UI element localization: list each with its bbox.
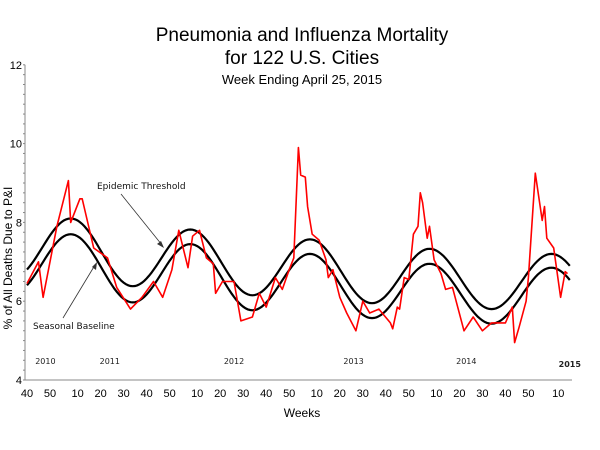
year-label: 2013 xyxy=(343,357,363,366)
epidemic-threshold-label: Epidemic Threshold xyxy=(97,182,186,192)
x-tick-label: 40 xyxy=(140,388,152,400)
epidemic-threshold-line xyxy=(26,217,571,311)
x-tick-label: 30 xyxy=(476,388,488,400)
chart-subtitle: Week Ending April 25, 2015 xyxy=(222,72,382,87)
x-tick-label: 50 xyxy=(403,388,415,400)
seasonal-baseline-label: Seasonal Baseline xyxy=(33,322,115,332)
chart-title: Pneumonia and Influenza Mortality xyxy=(156,25,449,46)
x-tick-label: 40 xyxy=(499,388,511,400)
x-tick-label: 50 xyxy=(283,388,295,400)
x-tick-label: 40 xyxy=(260,388,272,400)
x-tick-label: 10 xyxy=(430,388,442,400)
year-label: 2014 xyxy=(456,357,476,366)
year-label: 2011 xyxy=(100,357,120,366)
x-tick-label: 10 xyxy=(552,388,564,400)
seasonal-baseline-line xyxy=(26,233,571,325)
series-lines xyxy=(26,146,571,344)
arrowhead-icon xyxy=(157,241,164,248)
y-tick-label: 4 xyxy=(16,375,22,387)
year-label: 2010 xyxy=(35,357,55,366)
x-tick-label: 10 xyxy=(71,388,83,400)
x-tick-label: 50 xyxy=(44,388,56,400)
epidemic-threshold-arrow xyxy=(120,193,163,246)
x-axis-label: Weeks xyxy=(284,406,320,420)
x-tick-label: 20 xyxy=(214,388,226,400)
arrowhead-icon xyxy=(92,262,97,270)
x-tick-label: 40 xyxy=(21,388,33,400)
x-tick-label: 20 xyxy=(334,388,346,400)
y-tick-label: 10 xyxy=(10,139,22,151)
x-tick-label: 20 xyxy=(453,388,465,400)
year-labels: 2010 2011 2012 2013 2014 2015 xyxy=(35,357,581,369)
y-tick-label: 12 xyxy=(10,60,22,72)
x-tick-label: 10 xyxy=(311,388,323,400)
x-tick-label: 50 xyxy=(163,388,175,400)
y-tick-label: 8 xyxy=(16,217,22,229)
chart-title-line2: for 122 U.S. Cities xyxy=(225,48,379,69)
x-tick-label: 50 xyxy=(522,388,534,400)
x-ticks: 40 50 10 20 30 40 50 10 20 30 40 50 10 20 30 40 50 10 20 30… xyxy=(21,388,565,400)
axes xyxy=(23,64,572,381)
observed-pi-line xyxy=(26,146,569,344)
x-tick-label: 30 xyxy=(357,388,369,400)
x-tick-label: 20 xyxy=(94,388,106,400)
year-label: 2015 xyxy=(559,360,582,369)
annotation-baseline: Seasonal Baseline xyxy=(33,262,115,332)
x-tick-label: 30 xyxy=(237,388,249,400)
y-ticks: 4 6 8 10 12 xyxy=(10,60,22,387)
x-tick-label: 40 xyxy=(380,388,392,400)
x-tick-label: 30 xyxy=(117,388,129,400)
y-tick-label: 6 xyxy=(16,296,22,308)
year-label: 2012 xyxy=(224,357,244,366)
seasonal-baseline-arrow xyxy=(62,264,96,319)
x-tick-label: 10 xyxy=(191,388,203,400)
annotation-threshold: Epidemic Threshold xyxy=(97,182,186,248)
y-axis-label: % of All Deaths Due to P&I xyxy=(1,187,15,330)
